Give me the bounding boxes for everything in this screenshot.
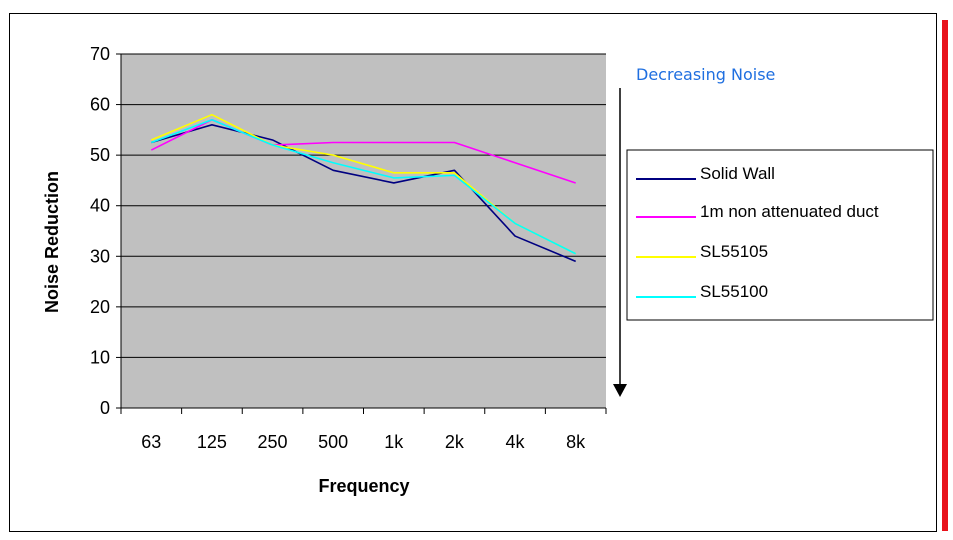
x-axis-title: Frequency xyxy=(318,476,409,496)
y-tick-label: 50 xyxy=(90,145,110,165)
x-tick-label: 63 xyxy=(141,432,161,452)
series-line-1 xyxy=(151,124,576,263)
legend-label: Solid Wall xyxy=(700,164,775,183)
y-tick-label: 20 xyxy=(90,297,110,317)
x-tick-label: 4k xyxy=(506,432,526,452)
y-tick-label: 0 xyxy=(100,398,110,418)
side-accent-bar xyxy=(942,20,948,531)
legend-label: 1m non attenuated duct xyxy=(700,202,879,221)
x-tick-label: 250 xyxy=(258,432,288,452)
x-tick-label: 8k xyxy=(566,432,586,452)
legend-box xyxy=(626,149,934,321)
axes: 0 10 20 30 40 50 60 70 63 125 250 500 1k 2k 4k 8k xyxy=(90,44,607,452)
x-tick-label: 2k xyxy=(445,432,465,452)
x-tick-label: 125 xyxy=(197,432,227,452)
y-tick-label: 30 xyxy=(90,246,110,266)
y-tick-label: 10 xyxy=(90,347,110,367)
x-tick-label: 1k xyxy=(384,432,404,452)
y-tick-label: 40 xyxy=(90,196,110,216)
legend: Solid Wall 1m non attenuated duct SL55105 S… xyxy=(626,149,934,321)
decreasing-noise-annotation: Decreasing Noise xyxy=(636,65,775,84)
series-lines xyxy=(150,113,577,263)
legend-label: SL55100 xyxy=(700,282,768,301)
y-tick-label: 60 xyxy=(90,95,110,115)
y-axis-title: Noise Reduction xyxy=(42,171,62,313)
gridlines xyxy=(121,53,606,358)
plot-area xyxy=(121,54,606,408)
x-tick-label: 500 xyxy=(318,432,348,452)
legend-label: SL55105 xyxy=(700,242,768,261)
series-line-4 xyxy=(151,118,577,255)
y-tick-label: 70 xyxy=(90,44,110,64)
decreasing-noise-arrow-head xyxy=(613,384,627,397)
